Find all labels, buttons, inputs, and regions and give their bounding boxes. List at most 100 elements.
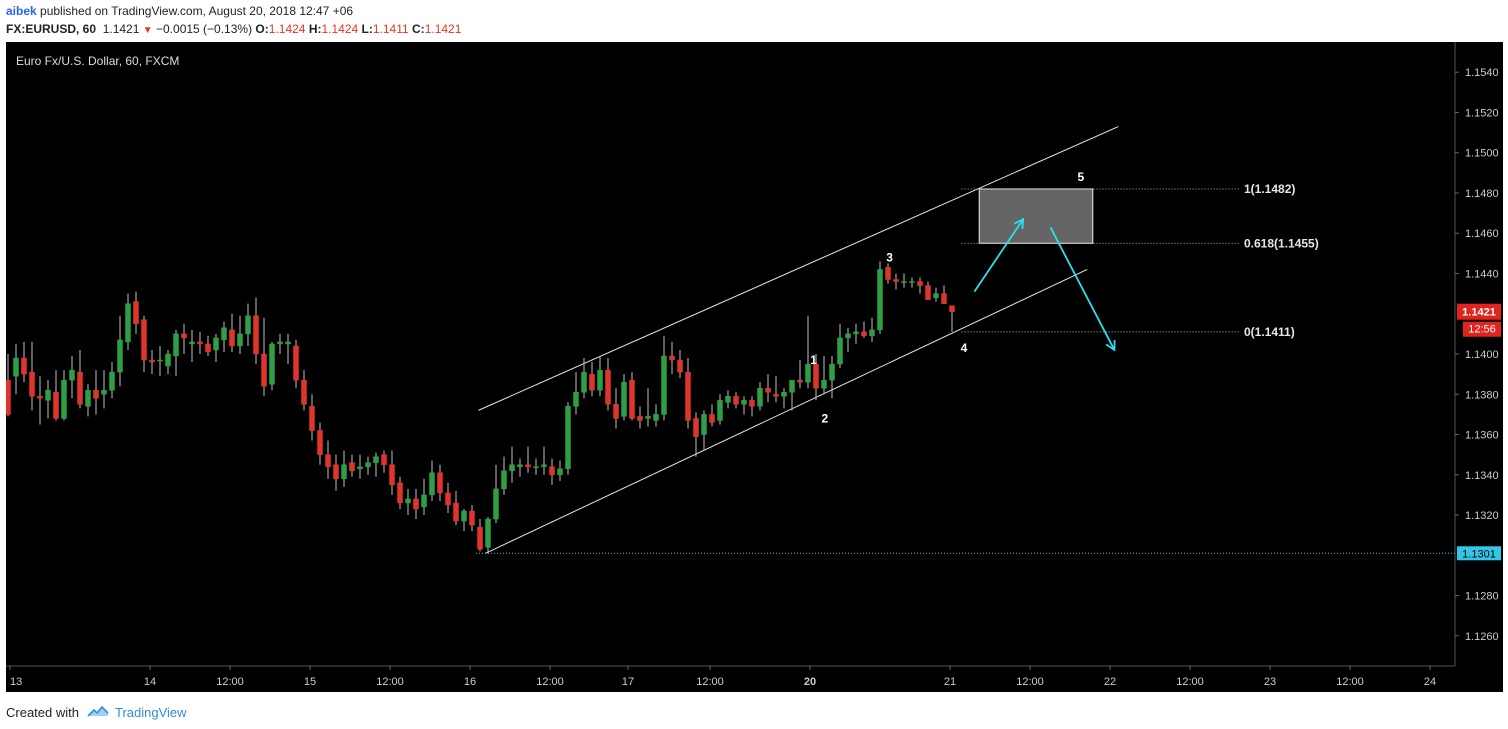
candle-body (765, 387, 771, 393)
footer: Created with TradingView (6, 704, 187, 720)
candle-body (941, 293, 947, 304)
price-tick-label: 1.1340 (1465, 470, 1499, 482)
projection-arrow-line (1049, 226, 1116, 351)
fib-level-label: 0.618(1.1455) (1244, 236, 1319, 250)
candle-body (629, 379, 635, 419)
time-tick-label: 12:00 (1336, 676, 1364, 688)
candle-body (741, 400, 747, 405)
wave-label: 2 (821, 411, 828, 425)
candle-body (525, 464, 531, 467)
candle-body (237, 333, 243, 347)
wave-label: 4 (961, 341, 968, 355)
candle-body (533, 466, 539, 468)
close-value: 1.1421 (424, 22, 462, 36)
candle-body (469, 510, 475, 526)
candle-body (397, 482, 403, 504)
last-price-badge (1457, 303, 1501, 320)
candle-body (373, 456, 379, 463)
candle-body (893, 279, 899, 282)
tradingview-link[interactable]: TradingView (114, 704, 187, 720)
fib-level-label: 1(1.1482) (1244, 182, 1295, 196)
candle-body (693, 418, 699, 437)
candle-body (189, 341, 195, 345)
candle-body (501, 470, 507, 490)
open-value: 1.1424 (268, 22, 306, 36)
candle-body (221, 327, 227, 341)
high-label: H: (308, 22, 322, 36)
candle-body (805, 363, 811, 383)
price-tick-label: 1.1440 (1465, 268, 1499, 280)
candle-body (917, 281, 923, 286)
candle-body (701, 414, 707, 435)
channel-upper-line (478, 126, 1119, 411)
time-tick-label: 12:00 (216, 676, 244, 688)
plot-area[interactable] (6, 42, 1455, 666)
candle-body (53, 391, 59, 419)
price-chart[interactable]: 1.1540 1.1520 1.1500 1.1480 1.1460 1.1440 1.14… (6, 42, 1503, 692)
time-tick-label: 12:00 (376, 676, 404, 688)
low-value: 1.1411 (372, 22, 409, 36)
time-tick-label: 22 (1104, 676, 1116, 688)
last-price-badge-text: 1.1421 (1462, 307, 1496, 319)
time-tick-label: 15 (304, 676, 316, 688)
candle-body (85, 389, 91, 407)
candle-body (477, 526, 483, 550)
time-axis[interactable]: 13 14 12:00 15 12:00 16 12:00 17 12:00 20 21 12:00 2… (9, 666, 1436, 688)
candle-body (29, 371, 35, 397)
candle-body (261, 353, 267, 387)
candle-body (101, 389, 107, 395)
candle-body (549, 466, 555, 476)
open-label: O: (255, 22, 269, 36)
time-tick-label: 17 (622, 676, 634, 688)
annotations: 1 2 3 4 5 (810, 170, 1116, 425)
candle-body (493, 488, 499, 520)
price-tick-label: 1.1400 (1465, 349, 1499, 361)
candle-body (677, 359, 683, 373)
candle-body (61, 379, 67, 419)
projection-arrow-line (973, 218, 1024, 293)
candle-body (213, 337, 219, 351)
candle-body (285, 341, 291, 345)
candle-body (325, 454, 331, 467)
symbol-label: FX:EURUSD, 60 (6, 22, 97, 36)
candlestick-series (6, 261, 955, 554)
candle-body (333, 464, 339, 480)
candle-body (365, 462, 371, 467)
time-tick-label: 24 (1424, 676, 1436, 688)
candle-body (725, 396, 731, 403)
time-tick-label: 12:00 (1176, 676, 1204, 688)
candle-body (21, 357, 27, 375)
candle-body (541, 464, 547, 467)
time-tick-label: 13 (10, 676, 22, 688)
time-tick-label: 12:00 (1016, 676, 1044, 688)
publish-info: aibek published on TradingView.com, Augu… (6, 4, 353, 18)
candle-body (37, 396, 43, 399)
price-axis[interactable]: 1.1540 1.1520 1.1500 1.1480 1.1460 1.1440 1.14… (1455, 67, 1501, 643)
tradingview-cloud-icon[interactable] (87, 704, 109, 720)
candle-body (589, 373, 595, 391)
price-tick-label: 1.1360 (1465, 430, 1499, 442)
candle-body (509, 464, 515, 471)
author-link[interactable]: aibek (6, 4, 37, 18)
candle-body (253, 315, 259, 355)
candle-body (685, 371, 691, 421)
fib-level-label: 0(1.1411) (1244, 325, 1295, 339)
candle-body (437, 472, 443, 494)
candle-body (117, 339, 123, 373)
close-label: C: (412, 22, 425, 36)
candle-body (301, 379, 307, 405)
candle-body (245, 315, 251, 335)
candle-body (773, 394, 779, 397)
change-value: −0.0015 (−0.13%) (156, 22, 253, 36)
level-price-badge (1457, 546, 1501, 561)
price-tick-label: 1.1260 (1465, 631, 1499, 643)
fibonacci-levels: 1(1.1482) 0.618(1.1455) 0(1.1411) (961, 182, 1319, 339)
candle-body (149, 359, 155, 363)
target-zone-box (978, 188, 1094, 244)
candle-body (885, 267, 891, 280)
candle-body (749, 400, 755, 407)
candle-body (341, 464, 347, 480)
candle-body (733, 396, 739, 405)
candle-body (269, 343, 275, 385)
arrow-head-icon (1105, 339, 1116, 352)
